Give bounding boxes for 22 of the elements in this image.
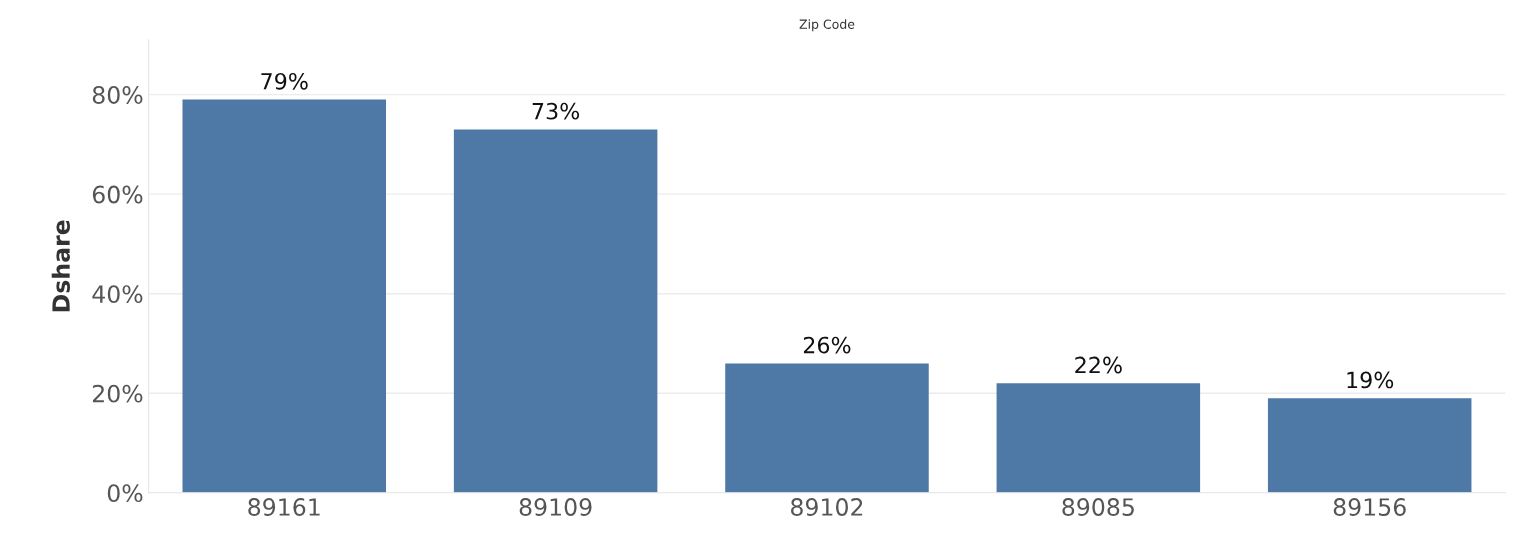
chart-title: Zip Code bbox=[799, 19, 855, 32]
y-tick-label: 20% bbox=[92, 384, 143, 403]
x-tick-label: 89109 bbox=[519, 498, 592, 516]
bar bbox=[1267, 398, 1472, 493]
data-label: 79% bbox=[261, 72, 308, 90]
x-tick-label: 89161 bbox=[248, 498, 320, 516]
bar bbox=[182, 99, 387, 493]
y-tick-label: 0% bbox=[107, 484, 143, 503]
x-tick-label: 89156 bbox=[1333, 498, 1406, 516]
y-tick-label: 60% bbox=[92, 185, 143, 204]
data-label: 73% bbox=[532, 102, 580, 120]
bar bbox=[725, 363, 929, 493]
x-tick-label: 89102 bbox=[791, 498, 863, 516]
y-axis-title: Dshare bbox=[51, 220, 70, 312]
data-label: 26% bbox=[803, 336, 851, 354]
y-tick-label: 80% bbox=[92, 86, 143, 104]
data-label: 19% bbox=[1347, 371, 1394, 389]
bar bbox=[453, 129, 658, 493]
x-tick-label: 89085 bbox=[1062, 498, 1134, 516]
bar bbox=[996, 383, 1201, 493]
y-tick-label: 40% bbox=[92, 285, 143, 303]
data-label: 22% bbox=[1075, 356, 1122, 374]
